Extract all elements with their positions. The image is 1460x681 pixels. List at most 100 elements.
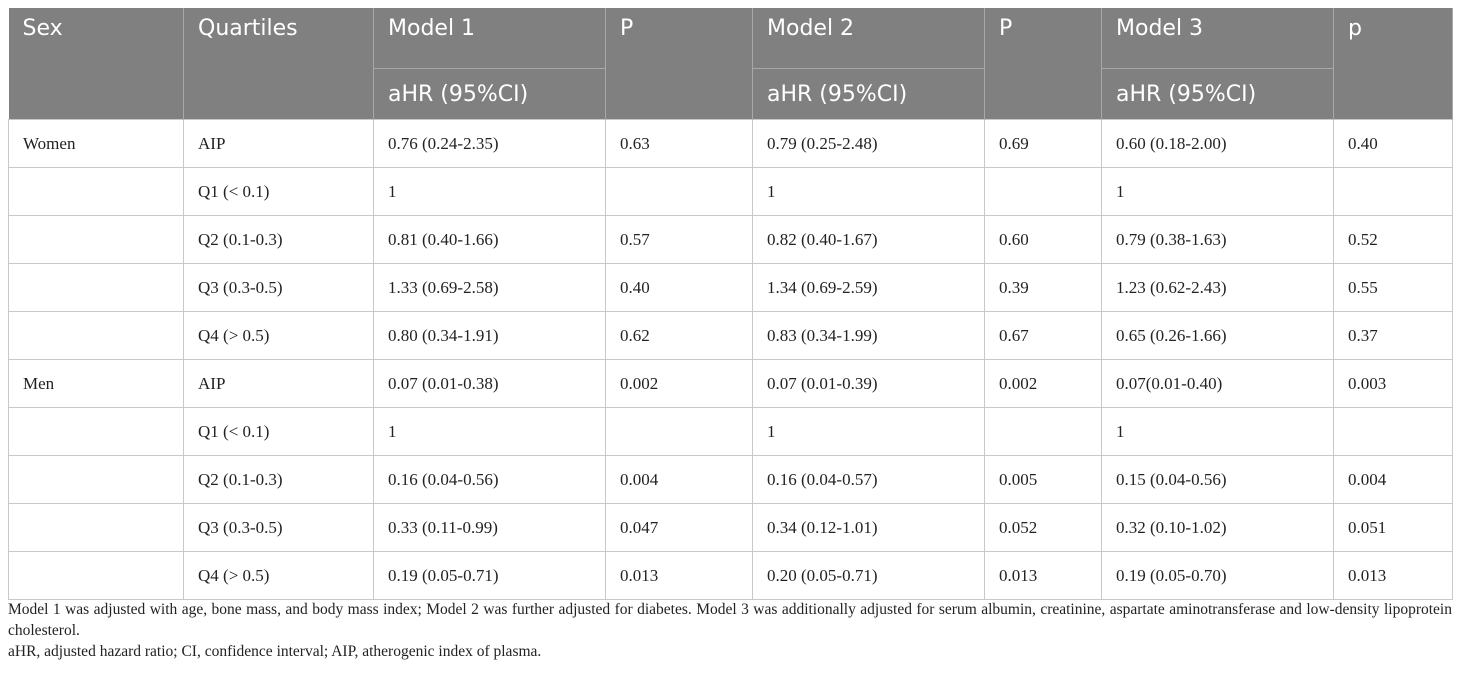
table-cell bbox=[605, 167, 753, 216]
table-row: Women AIP 0.76 (0.24-2.35) 0.63 0.79 (0.25-2… bbox=[8, 119, 1453, 168]
table-cell bbox=[605, 407, 753, 456]
table-cell: 1.23 (0.62-2.43) bbox=[1101, 263, 1334, 312]
table-cell: Q3 (0.3-0.5) bbox=[183, 263, 374, 312]
table-cell: 0.16 (0.04-0.57) bbox=[752, 455, 985, 504]
table-cell bbox=[984, 167, 1102, 216]
table-cell: 1 bbox=[1101, 167, 1334, 216]
column-header: P bbox=[605, 8, 753, 120]
table-cell: 0.33 (0.11-0.99) bbox=[373, 503, 606, 552]
table-cell: 1 bbox=[752, 407, 985, 456]
table-cell: 1 bbox=[373, 167, 606, 216]
table-cell: 0.34 (0.12-1.01) bbox=[752, 503, 985, 552]
table-cell: 0.15 (0.04-0.56) bbox=[1101, 455, 1334, 504]
table-cell: 0.69 bbox=[984, 119, 1102, 168]
table-cell bbox=[8, 215, 184, 264]
table-cell bbox=[8, 455, 184, 504]
table-cell bbox=[8, 167, 184, 216]
table-cell: Q3 (0.3-0.5) bbox=[183, 503, 374, 552]
table-cell: 0.67 bbox=[984, 311, 1102, 360]
table-cell bbox=[1333, 407, 1453, 456]
table-cell: 0.80 (0.34-1.91) bbox=[373, 311, 606, 360]
table-cell: 0.60 (0.18-2.00) bbox=[1101, 119, 1334, 168]
table-cell: Q4 (> 0.5) bbox=[183, 311, 374, 360]
table-cell: 0.81 (0.40-1.66) bbox=[373, 215, 606, 264]
table-cell: 0.002 bbox=[984, 359, 1102, 408]
table-cell: 0.07 (0.01-0.39) bbox=[752, 359, 985, 408]
table-cell: 0.002 bbox=[605, 359, 753, 408]
table-cell bbox=[1333, 167, 1453, 216]
table-cell bbox=[984, 407, 1102, 456]
column-subheader: aHR (95%CI) bbox=[752, 68, 985, 120]
table-cell: 0.76 (0.24-2.35) bbox=[373, 119, 606, 168]
table-row: Q3 (0.3-0.5) 0.33 (0.11-0.99) 0.047 0.34 (0… bbox=[8, 503, 1453, 552]
table-cell: 1.33 (0.69-2.58) bbox=[373, 263, 606, 312]
table-cell bbox=[8, 311, 184, 360]
table-cell: 0.60 bbox=[984, 215, 1102, 264]
column-header: Model 2 bbox=[752, 8, 985, 69]
table-cell: 0.55 bbox=[1333, 263, 1453, 312]
table-cell: AIP bbox=[183, 359, 374, 408]
column-header: P bbox=[984, 8, 1102, 120]
table-cell: AIP bbox=[183, 119, 374, 168]
table-cell: Q2 (0.1-0.3) bbox=[183, 455, 374, 504]
table-cell: 0.63 bbox=[605, 119, 753, 168]
table-cell: 0.004 bbox=[605, 455, 753, 504]
table-cell: 1 bbox=[1101, 407, 1334, 456]
table-row: Q2 (0.1-0.3) 0.81 (0.40-1.66) 0.57 0.82 (0.… bbox=[8, 215, 1453, 264]
table-cell: 0.047 bbox=[605, 503, 753, 552]
table-cell: Q1 (< 0.1) bbox=[183, 407, 374, 456]
footnote: aHR, adjusted hazard ratio; CI, confiden… bbox=[8, 643, 542, 660]
table-cell: 0.62 bbox=[605, 311, 753, 360]
table-cell: 0.005 bbox=[984, 455, 1102, 504]
table-cell: 0.20 (0.05-0.71) bbox=[752, 551, 985, 600]
table-cell: 0.79 (0.25-2.48) bbox=[752, 119, 985, 168]
table-cell: 0.40 bbox=[605, 263, 753, 312]
table-cell bbox=[8, 551, 184, 600]
table-cell: 0.003 bbox=[1333, 359, 1453, 408]
footnote: Model 1 was adjusted with age, bone mass… bbox=[8, 601, 1452, 639]
table-cell bbox=[8, 263, 184, 312]
table-row: Men AIP 0.07 (0.01-0.38) 0.002 0.07 (0.01-0.… bbox=[8, 359, 1453, 408]
table-cell: 0.07 (0.01-0.38) bbox=[373, 359, 606, 408]
column-header: Model 1 bbox=[373, 8, 606, 69]
table-cell: 0.57 bbox=[605, 215, 753, 264]
table-cell: 0.16 (0.04-0.56) bbox=[373, 455, 606, 504]
table-row: Q1 (< 0.1) 1 1 1 bbox=[8, 407, 1453, 456]
column-header: Sex bbox=[8, 8, 184, 120]
column-header: p bbox=[1333, 8, 1453, 120]
table-row: Q1 (< 0.1) 1 1 1 bbox=[8, 167, 1453, 216]
table-cell: Q1 (< 0.1) bbox=[183, 167, 374, 216]
table-cell bbox=[8, 503, 184, 552]
table-cell: 1.34 (0.69-2.59) bbox=[752, 263, 985, 312]
table-cell: 0.19 (0.05-0.70) bbox=[1101, 551, 1334, 600]
column-subheader: aHR (95%CI) bbox=[1101, 68, 1334, 120]
table-cell: 0.52 bbox=[1333, 215, 1453, 264]
table-cell: 1 bbox=[373, 407, 606, 456]
table-header: Sex Quartiles Model 1 P Model 2 P Model 3 p aHR … bbox=[8, 8, 1453, 120]
table-row: Q4 (> 0.5) 0.80 (0.34-1.91) 0.62 0.83 (0.34… bbox=[8, 311, 1453, 360]
table-body: Women AIP 0.76 (0.24-2.35) 0.63 0.79 (0.25-2… bbox=[8, 119, 1453, 600]
footnotes: Model 1 was adjusted with age, bone mass… bbox=[8, 599, 1452, 662]
table-cell: 0.32 (0.10-1.02) bbox=[1101, 503, 1334, 552]
subheader-row: aHR (95%CI) aHR (95%CI) aHR (95%CI) bbox=[9, 68, 1453, 120]
table-cell: 0.004 bbox=[1333, 455, 1453, 504]
table-cell: 0.37 bbox=[1333, 311, 1453, 360]
table-cell: 0.39 bbox=[984, 263, 1102, 312]
table-row: Q3 (0.3-0.5) 1.33 (0.69-2.58) 0.40 1.34 (0.… bbox=[8, 263, 1453, 312]
table-cell: 0.013 bbox=[984, 551, 1102, 600]
table-row: Q4 (> 0.5) 0.19 (0.05-0.71) 0.013 0.20 (0.0… bbox=[8, 551, 1453, 600]
table-cell: 0.052 bbox=[984, 503, 1102, 552]
table-cell: 0.40 bbox=[1333, 119, 1453, 168]
table-cell: 0.19 (0.05-0.71) bbox=[373, 551, 606, 600]
table-cell: 0.013 bbox=[605, 551, 753, 600]
table-cell: Men bbox=[8, 359, 184, 408]
table-cell: 0.07(0.01-0.40) bbox=[1101, 359, 1334, 408]
table-cell bbox=[8, 407, 184, 456]
column-subheader: aHR (95%CI) bbox=[373, 68, 606, 120]
table-cell: Women bbox=[8, 119, 184, 168]
table-cell: 0.83 (0.34-1.99) bbox=[752, 311, 985, 360]
table-cell: Q4 (> 0.5) bbox=[183, 551, 374, 600]
table-cell: Q2 (0.1-0.3) bbox=[183, 215, 374, 264]
